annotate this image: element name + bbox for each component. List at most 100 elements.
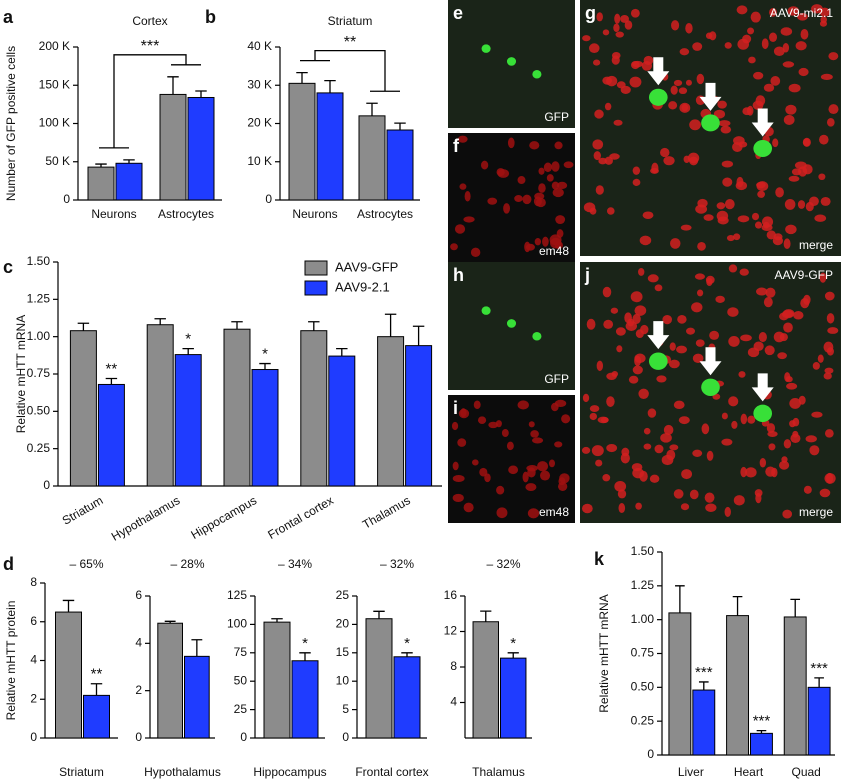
nucleus (606, 443, 618, 453)
nucleus (525, 483, 537, 492)
nucleus (668, 359, 680, 369)
nucleus (722, 177, 733, 187)
nucleus (750, 11, 761, 23)
bar (157, 622, 184, 739)
nucleus (770, 76, 781, 86)
significance: * (262, 346, 268, 363)
nucleus (452, 474, 465, 482)
nucleus (487, 197, 498, 205)
nucleus (721, 160, 734, 168)
nucleus (593, 151, 601, 161)
nucleus (757, 190, 766, 198)
nucleus (484, 473, 491, 483)
nucleus (496, 168, 505, 177)
nucleus (731, 420, 738, 429)
arrow (647, 321, 670, 350)
nucleus (543, 162, 553, 173)
nucleus (615, 327, 626, 336)
nucleus (791, 168, 802, 176)
nucleus (582, 35, 591, 42)
micrograph (448, 395, 575, 523)
bar (223, 328, 251, 487)
error-bar (191, 639, 203, 657)
nucleus (756, 181, 766, 189)
y-tick-label: 4 (30, 653, 37, 667)
x-tick-label: Astrocytes (357, 207, 413, 221)
image-label: merge (799, 238, 833, 252)
nucleus (654, 284, 663, 292)
nucleus (559, 473, 570, 484)
annotation: – 32% (486, 557, 520, 571)
x-tick-label: Thalamus (360, 493, 413, 531)
nucleus (755, 95, 766, 107)
y-tick-label: 50 (234, 673, 248, 687)
nucleus (678, 416, 690, 425)
error-bar (790, 598, 801, 617)
nucleus (689, 119, 701, 131)
error-bar (62, 599, 75, 613)
nucleus (753, 341, 764, 352)
nucleus (596, 12, 603, 22)
bar (386, 129, 414, 201)
nucleus (538, 167, 545, 175)
nucleus (769, 32, 778, 43)
nucleus (459, 183, 467, 190)
nucleus (775, 187, 784, 198)
nucleus (582, 393, 590, 403)
nucleus (709, 330, 720, 340)
significance: * (404, 635, 410, 652)
nucleus (777, 352, 787, 360)
nucleus (809, 445, 820, 456)
nucleus (694, 273, 705, 280)
nucleus (784, 372, 791, 382)
bar (405, 345, 433, 487)
nucleus (501, 428, 509, 437)
nucleus (695, 339, 705, 347)
nucleus (670, 85, 678, 95)
nucleus (706, 277, 713, 287)
nucleus (614, 13, 621, 24)
nucleus (632, 365, 643, 375)
y-tick-label: 4 (450, 695, 457, 709)
arrow (751, 108, 774, 137)
bar (115, 162, 143, 201)
nucleus (654, 444, 664, 454)
significance: * (510, 635, 516, 652)
nucleus (787, 6, 800, 16)
arrow (647, 57, 670, 86)
nucleus (635, 329, 644, 339)
nucleus (554, 141, 563, 150)
error-bar (756, 729, 767, 734)
nucleus (503, 203, 510, 214)
nucleus (713, 109, 726, 119)
y-tick-label: 75 (234, 645, 248, 659)
nucleus (736, 176, 744, 188)
gfp-cell (481, 306, 491, 315)
bar (668, 612, 692, 756)
y-tick-label: 5 (342, 702, 349, 716)
bar (358, 115, 386, 201)
panel-letter: k (594, 549, 605, 569)
nucleus (534, 192, 545, 200)
image-label: em48 (539, 505, 569, 519)
nucleus (677, 314, 687, 324)
gfp-cell (506, 319, 517, 328)
error-bar (95, 163, 107, 168)
error-bar (366, 102, 378, 116)
nucleus (530, 430, 539, 438)
x-tick-label: Striatum (60, 493, 106, 527)
nucleus (629, 76, 642, 88)
nucleus (818, 173, 826, 181)
x-tick-label: Liver (678, 765, 704, 779)
nucleus (598, 157, 607, 165)
nucleus (773, 46, 785, 56)
y-tick-label: 150 K (39, 77, 70, 91)
nucleus (704, 492, 715, 503)
y-tick-label: 0 (43, 478, 50, 492)
nucleus (539, 470, 551, 481)
nucleus (761, 224, 773, 231)
nucleus (733, 495, 745, 506)
nucleus (594, 109, 604, 119)
nucleus (715, 295, 725, 303)
